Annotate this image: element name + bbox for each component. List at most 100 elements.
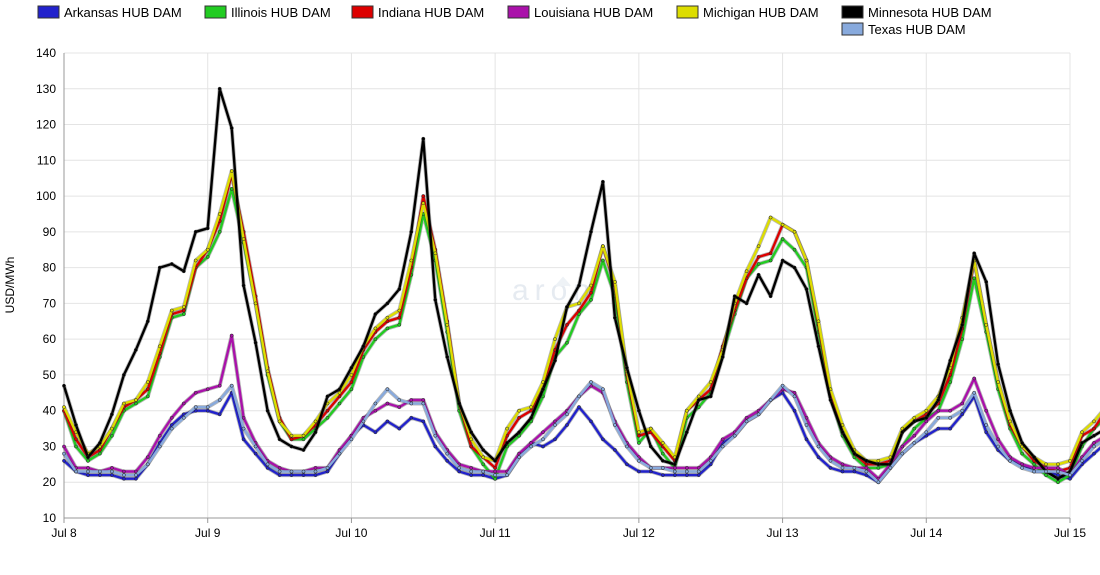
- data-point: [589, 283, 593, 288]
- data-point: [660, 458, 665, 463]
- series-layer: [62, 86, 1100, 485]
- data-point: [577, 308, 581, 313]
- series-indiana-hub-dam: [62, 172, 1100, 474]
- data-point: [277, 466, 282, 470]
- data-point: [205, 255, 210, 259]
- data-point: [349, 365, 354, 370]
- y-axis-label: USD/MWh: [3, 257, 17, 314]
- legend-item[interactable]: Arkansas HUB DAM: [37, 5, 182, 20]
- data-point: [912, 426, 917, 431]
- legend-item[interactable]: Minnesota HUB DAM: [841, 5, 992, 20]
- data-point: [181, 415, 186, 420]
- data-point: [972, 376, 977, 381]
- data-point: [289, 473, 294, 477]
- data-point: [205, 387, 210, 392]
- data-point: [265, 462, 270, 467]
- data-point: [960, 408, 965, 413]
- y-tick-label: 70: [43, 296, 57, 310]
- data-point: [541, 437, 545, 442]
- data-point: [1020, 441, 1024, 445]
- data-point: [193, 390, 198, 395]
- data-point: [876, 466, 881, 470]
- data-point: [924, 433, 929, 438]
- data-point: [313, 419, 318, 424]
- data-point: [122, 373, 126, 377]
- data-point: [301, 433, 306, 438]
- data-point: [589, 297, 593, 302]
- series-line: [62, 334, 1100, 480]
- data-point: [181, 412, 186, 417]
- series-minnesota-hub-dam: [62, 86, 1100, 481]
- legend-label: Illinois HUB DAM: [231, 5, 331, 20]
- data-point: [924, 430, 929, 435]
- data-point: [601, 437, 605, 442]
- data-point: [780, 237, 785, 241]
- data-point: [217, 398, 222, 402]
- legend-item[interactable]: Michigan HUB DAM: [676, 5, 819, 20]
- data-point: [301, 448, 306, 452]
- data-point: [337, 394, 342, 399]
- legend-item[interactable]: Louisiana HUB DAM: [507, 5, 653, 20]
- data-point: [696, 466, 701, 470]
- legend[interactable]: Arkansas HUB DAM Illinois HUB DAM Indiana …: [37, 5, 992, 37]
- data-point: [337, 401, 342, 406]
- data-point: [289, 433, 294, 438]
- data-point: [229, 333, 234, 338]
- data-point: [86, 466, 90, 470]
- data-point: [1080, 441, 1084, 445]
- data-point: [349, 387, 354, 392]
- data-point: [277, 469, 282, 474]
- data-point: [349, 437, 354, 442]
- data-point: [74, 423, 78, 427]
- data-point: [900, 426, 905, 431]
- data-point: [145, 394, 150, 399]
- data-point: [481, 462, 486, 467]
- data-point: [385, 315, 390, 320]
- data-point: [720, 444, 725, 449]
- data-point: [900, 451, 905, 456]
- data-point: [145, 380, 150, 384]
- data-point: [565, 423, 569, 427]
- data-point: [145, 387, 150, 392]
- data-point: [876, 462, 881, 467]
- data-point: [433, 251, 438, 256]
- data-point: [684, 473, 689, 477]
- x-tick-label: Jul 14: [910, 526, 942, 540]
- legend-label: Louisiana HUB DAM: [534, 5, 653, 20]
- legend-item[interactable]: Illinois HUB DAM: [204, 5, 331, 20]
- data-point: [637, 441, 641, 445]
- data-point: [672, 466, 677, 470]
- data-point: [181, 312, 186, 316]
- data-point: [1056, 480, 1060, 485]
- data-point: [205, 408, 210, 413]
- data-point: [145, 462, 150, 467]
- data-point: [361, 419, 366, 424]
- data-point: [169, 308, 174, 313]
- data-point: [1008, 408, 1012, 413]
- data-point: [804, 415, 809, 420]
- data-point: [601, 387, 605, 392]
- data-point: [565, 340, 569, 345]
- legend-item[interactable]: Indiana HUB DAM: [351, 5, 484, 20]
- data-point: [1056, 469, 1060, 474]
- data-point: [169, 423, 174, 427]
- data-point: [325, 415, 330, 420]
- series-line: [63, 391, 1100, 484]
- data-point: [648, 444, 653, 449]
- data-point: [134, 469, 138, 474]
- data-point: [277, 473, 282, 477]
- x-tick-label: Jul 8: [51, 526, 77, 540]
- data-point: [289, 444, 294, 449]
- data-point: [744, 419, 749, 424]
- data-point: [62, 405, 66, 409]
- data-point: [804, 258, 809, 263]
- data-point: [253, 451, 258, 456]
- data-point: [217, 229, 222, 234]
- data-point: [972, 390, 977, 395]
- legend-item[interactable]: Texas HUB DAM: [841, 22, 966, 37]
- data-point: [1032, 469, 1036, 474]
- data-point: [852, 469, 857, 474]
- data-point: [397, 426, 402, 431]
- data-point: [613, 280, 617, 284]
